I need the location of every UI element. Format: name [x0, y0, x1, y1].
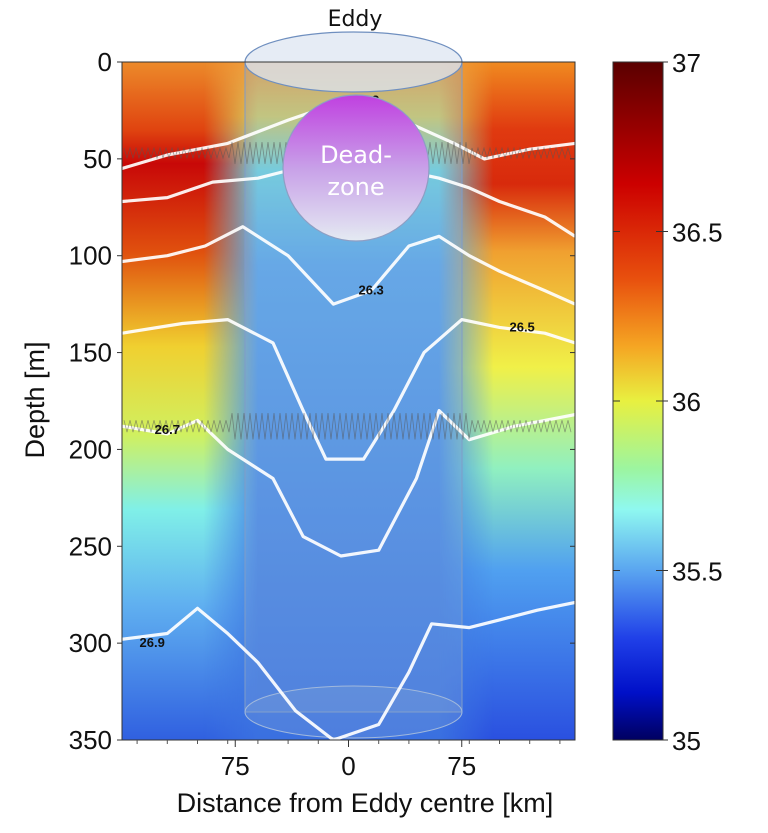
eddy-cylinder-bottom	[244, 685, 463, 739]
density-contour-26.3	[122, 225, 575, 306]
y-tick-label: 0	[98, 47, 112, 77]
colorbar-gradient	[612, 61, 664, 741]
contour-label-26.3: 26.3	[358, 283, 383, 298]
colorbar-tick-label: 35	[672, 726, 701, 756]
x-axis: 75 0 75	[136, 740, 561, 781]
contour-label-26.7: 26.7	[155, 422, 180, 437]
y-tick-label: 100	[69, 241, 112, 271]
y-tick-label: 350	[69, 725, 112, 755]
dead-zone-label-line2: zone	[327, 173, 384, 201]
contour-label-26.9: 26.9	[140, 635, 165, 650]
colorbar-tick-label: 35.5	[672, 557, 723, 587]
dead-zone-label-line1: Dead-	[320, 141, 392, 169]
colorbar-tick-label: 36	[672, 387, 701, 417]
density-contours	[122, 103, 575, 740]
colorbar: 37 36.5 36 35.5 35	[612, 48, 723, 756]
dead-zone: Dead- zone	[282, 94, 430, 242]
colorbar-ticks: 37 36.5 36 35.5 35	[613, 48, 723, 756]
y-tick-label: 50	[83, 144, 112, 174]
x-tick-label: 75	[447, 751, 476, 781]
colorbar-tick-label: 37	[672, 48, 701, 78]
y-axis: 0 50 100 150 200 250 300 350	[69, 47, 575, 755]
dead-zone-circle	[282, 94, 430, 242]
colorbar-tick-label: 36.5	[672, 218, 723, 248]
density-contour-26.9	[122, 600, 575, 740]
y-axis-label: Depth [m]	[20, 341, 50, 458]
noise-trace-deep	[123, 412, 572, 440]
eddy-label: Eddy	[328, 7, 383, 32]
x-axis-label: Distance from Eddy centre [km]	[177, 788, 554, 818]
x-tick-label: 0	[341, 751, 355, 781]
x-tick-label: 75	[221, 751, 250, 781]
contour-label-26.5: 26.5	[509, 319, 534, 334]
y-tick-label: 150	[69, 338, 112, 368]
y-tick-label: 250	[69, 531, 112, 561]
density-contour-26.7	[122, 409, 575, 558]
density-contour-26.5	[122, 318, 575, 461]
y-tick-label: 200	[69, 434, 112, 464]
y-tick-label: 300	[69, 628, 112, 658]
